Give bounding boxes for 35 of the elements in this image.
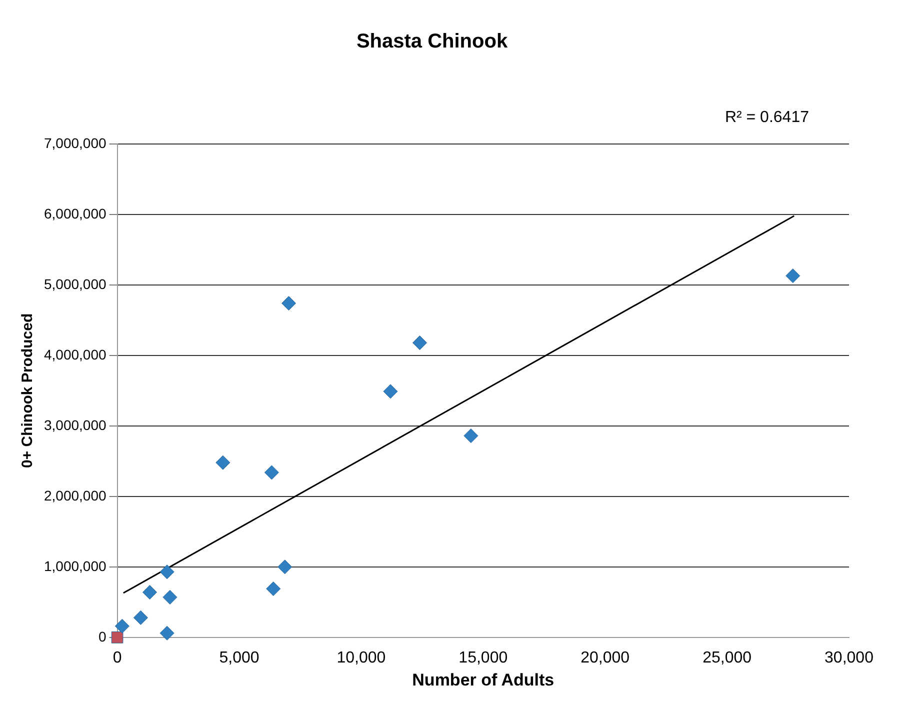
point [162,590,178,604]
point [264,465,279,480]
point [282,296,296,311]
y-tick-label: 1,000,000 [44,558,106,574]
y-tick-label: 2,000,000 [44,487,106,504]
point [216,455,230,470]
x-tick-label: 0 [112,649,122,666]
y-tick-label: 3,000,000 [44,416,106,433]
point [383,384,398,399]
x-tick-label: 10,000 [336,649,386,666]
point [114,618,130,634]
y-axis-title: 0+ Chinook Produced [19,313,36,468]
point [111,631,124,644]
point [142,585,157,600]
x-tick-label: 20,000 [580,649,630,666]
chart-title: Shasta Chinook [356,30,508,53]
y-tick-label: 0 [98,628,106,644]
point [278,560,292,574]
point [133,610,148,625]
point [160,564,174,580]
x-tick-label: 5,000 [219,649,260,666]
x-axis-title: Number of Adults [412,670,554,690]
y-tick-label: 5,000,000 [44,276,106,292]
point [160,626,174,640]
x-tick-label: 30,000 [824,649,874,666]
x-tick-label: 15,000 [458,649,508,666]
point [266,582,281,596]
point [412,336,427,350]
y-tick-label: 7,000,000 [44,134,106,151]
point [786,268,800,284]
point [464,428,478,444]
y-tick-label: 4,000,000 [44,346,106,362]
text: R² = 0.6417 [724,109,810,126]
x-tick-label: 25,000 [702,649,752,666]
y-tick-label: 6,000,000 [44,205,106,222]
